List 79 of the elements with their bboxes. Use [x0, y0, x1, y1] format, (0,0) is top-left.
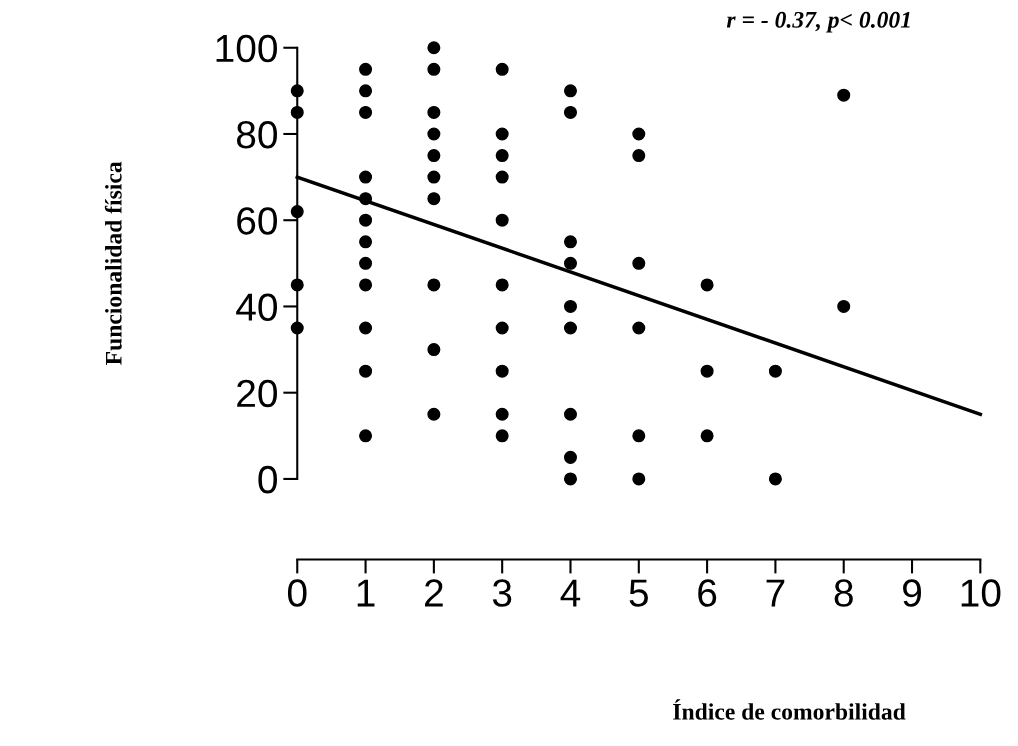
point: [563, 472, 577, 486]
x-tick-label: 8: [834, 579, 853, 607]
point: [359, 278, 373, 292]
x-tick-label: 9: [903, 579, 921, 607]
point: [427, 62, 441, 76]
point: [495, 429, 509, 443]
y-tick-label: 60: [237, 207, 277, 235]
point: [495, 149, 509, 163]
point: [563, 105, 577, 119]
y-tick-label: 0: [258, 465, 277, 494]
point: [495, 321, 509, 335]
point: [427, 278, 441, 292]
point: [495, 407, 509, 421]
point: [768, 472, 782, 486]
y-tick-label: 40: [236, 293, 277, 321]
point: [563, 84, 577, 98]
point: [359, 235, 373, 249]
point: [359, 84, 373, 98]
x-tick-label: 4: [560, 579, 581, 607]
point: [290, 84, 304, 98]
point: [563, 235, 577, 249]
point: [359, 364, 373, 378]
point: [290, 278, 304, 292]
x-tick-label: 0: [287, 579, 307, 607]
x-tick-label: 10: [961, 579, 1001, 607]
point: [563, 299, 577, 313]
point: [495, 127, 509, 141]
point: [495, 213, 509, 227]
point: [632, 256, 646, 270]
point: [768, 364, 782, 378]
y-axis-title: Funcionalidad física: [104, 161, 122, 365]
point: [427, 170, 441, 184]
point: [700, 278, 714, 292]
point: [632, 127, 646, 141]
x-tick-label: 6: [698, 579, 717, 607]
point: [700, 429, 714, 443]
x-tick-label: 3: [492, 579, 512, 607]
text: r = - 0.37, p< 0.001: [726, 11, 910, 33]
y-tick-label: 100: [216, 34, 277, 63]
point: [495, 62, 509, 76]
x-tick-label: 5: [629, 579, 648, 607]
y-tick-label: 20: [237, 379, 277, 408]
point: [837, 299, 851, 313]
point: [495, 364, 509, 378]
point: [700, 364, 714, 378]
x-tick-label: 2: [425, 579, 443, 607]
point: [359, 192, 373, 206]
point: [359, 429, 373, 443]
point: [563, 321, 577, 335]
point: [359, 213, 373, 227]
x-axis-title: Índice de comorbilidad: [673, 699, 906, 720]
x-tick-label: 7: [766, 579, 785, 607]
point: [427, 127, 441, 141]
point: [632, 321, 646, 335]
point: [495, 278, 509, 292]
point: [290, 105, 304, 119]
point: [837, 88, 851, 102]
point: [563, 407, 577, 421]
point: [495, 170, 509, 184]
point: [427, 192, 441, 206]
point: [359, 256, 373, 270]
point: [359, 321, 373, 335]
point: [632, 149, 646, 163]
point: [427, 149, 441, 163]
point: [290, 205, 304, 219]
point: [632, 472, 646, 486]
y-tick-label: 80: [236, 120, 277, 149]
point: [359, 170, 373, 184]
point: [427, 407, 441, 421]
point: [427, 105, 441, 119]
point: [563, 450, 577, 464]
point: [359, 62, 373, 76]
point: [427, 343, 441, 357]
point: [427, 41, 441, 55]
point: [359, 105, 373, 119]
point: [632, 429, 646, 443]
point: [290, 321, 304, 335]
point: [563, 256, 577, 270]
x-tick-label: 1: [357, 579, 375, 607]
